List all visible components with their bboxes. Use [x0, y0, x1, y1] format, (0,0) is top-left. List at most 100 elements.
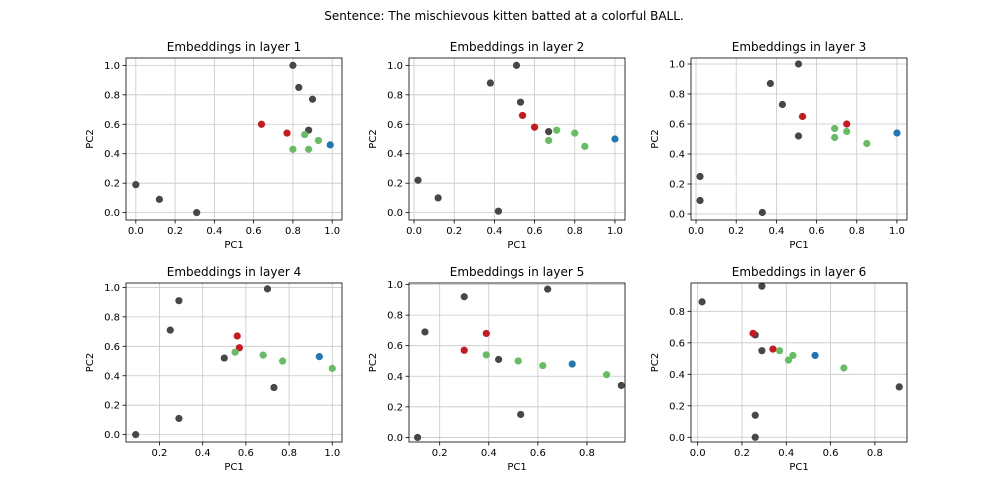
data-point-green — [279, 357, 287, 365]
data-point-dark — [193, 209, 201, 217]
y-tick-label: 0.8 — [104, 90, 120, 101]
data-point-green — [553, 126, 561, 134]
data-point-dark — [220, 354, 228, 362]
data-point-dark — [696, 196, 704, 205]
data-point-red — [460, 346, 468, 354]
x-tick-label: 0.6 — [530, 448, 546, 459]
x-tick-label: 0.6 — [823, 448, 839, 459]
axes-frame — [125, 57, 343, 221]
data-point-dark — [132, 431, 140, 439]
x-tick-label: 0.4 — [206, 226, 222, 237]
panel-title: Embeddings in layer 5 — [450, 265, 584, 279]
x-axis-label: PC1 — [224, 462, 243, 473]
x-axis-label: PC1 — [789, 240, 808, 251]
y-tick-label: 0.4 — [387, 372, 403, 383]
figure-suptitle: Sentence: The mischievous kitten batted … — [324, 9, 683, 23]
x-tick-label: 0.6 — [527, 226, 543, 237]
y-tick-label: 0.0 — [387, 208, 403, 219]
data-point-dark — [794, 60, 803, 68]
y-tick-label: 0.2 — [669, 401, 685, 412]
data-point-red — [530, 123, 539, 131]
scatter-panel-5: 0.2 0.4 0.6 0.8 0.0 0.2 0.4 0.6 0.8 1.0 Embeddings… — [368, 265, 626, 473]
axes-frame — [690, 282, 908, 443]
panel-title: Embeddings in layer 1 — [167, 40, 301, 54]
data-point-dark — [289, 61, 297, 69]
x-tick-label: 1.0 — [324, 448, 340, 459]
x-axis-label: PC1 — [507, 462, 526, 473]
axes-frame — [408, 282, 626, 443]
y-tick-label: 0.2 — [387, 402, 403, 413]
x-axis-label: PC1 — [507, 240, 526, 251]
data-point-red — [257, 120, 266, 128]
x-tick-label: 0.8 — [867, 448, 883, 459]
x-axis-label: PC1 — [789, 462, 808, 473]
data-point-dark — [175, 297, 183, 305]
y-tick-label: 0.8 — [669, 307, 685, 318]
x-tick-label: 0.2 — [728, 226, 744, 237]
y-tick-label: 0.0 — [669, 433, 685, 444]
data-point-blue — [811, 351, 819, 360]
data-point-green — [602, 371, 611, 379]
axes-frame — [690, 57, 908, 221]
data-point-green — [514, 357, 522, 365]
y-tick-label: 0.0 — [104, 430, 120, 441]
data-point-green — [863, 139, 871, 148]
data-point-green — [301, 130, 309, 139]
data-point-dark — [414, 176, 422, 184]
x-tick-label: 0.6 — [246, 226, 262, 237]
data-point-dark — [460, 293, 468, 301]
data-point-dark — [544, 285, 552, 293]
x-tick-label: 0.4 — [778, 448, 794, 459]
x-tick-label: 0.2 — [734, 448, 750, 459]
scatter-panel-3: 0.0 0.2 0.4 0.6 0.8 1.0 0.0 0.2 0.4 0.6 0.8 1.0 Embe… — [650, 40, 908, 251]
y-tick-label: 0.8 — [387, 90, 403, 101]
panel-title: Embeddings in layer 3 — [732, 40, 866, 54]
data-point-dark — [132, 181, 140, 189]
data-point-red — [283, 129, 291, 137]
data-point-blue — [315, 353, 323, 361]
y-axis-label: PC2 — [85, 129, 96, 148]
x-tick-label: 0.2 — [152, 448, 168, 459]
data-point-dark — [512, 61, 521, 69]
data-point-green — [314, 136, 323, 145]
y-tick-label: 0.6 — [387, 120, 403, 131]
data-point-green — [259, 351, 267, 359]
y-tick-label: 0.6 — [669, 338, 685, 349]
data-point-dark — [766, 79, 774, 88]
x-tick-label: 0.4 — [768, 226, 784, 237]
data-point-green — [305, 145, 313, 153]
data-point-dark — [698, 298, 706, 306]
x-axis-label: PC1 — [224, 240, 243, 251]
y-tick-label: 0.6 — [104, 342, 120, 353]
y-tick-label: 0.2 — [387, 179, 403, 190]
data-point-green — [328, 364, 336, 372]
y-tick-label: 0.4 — [387, 149, 403, 160]
x-tick-label: 0.0 — [688, 226, 704, 237]
data-point-green — [843, 127, 851, 136]
y-axis-label: PC2 — [650, 129, 661, 148]
data-point-green — [831, 124, 839, 133]
data-point-dark — [175, 414, 183, 423]
data-point-dark — [794, 132, 803, 140]
x-tick-label: 1.0 — [324, 226, 340, 237]
x-tick-label: 0.8 — [579, 448, 595, 459]
y-tick-label: 0.8 — [387, 311, 403, 322]
y-tick-label: 0.4 — [104, 371, 120, 382]
data-point-dark — [295, 83, 303, 92]
data-point-green — [789, 351, 797, 360]
axes-frame — [408, 57, 626, 221]
data-point-dark — [895, 383, 903, 391]
y-tick-label: 0.2 — [669, 180, 685, 191]
data-point-dark — [696, 172, 704, 181]
x-tick-label: 0.4 — [195, 448, 211, 459]
y-axis-label: PC2 — [368, 353, 379, 372]
scatter-panel-1: 0.0 0.2 0.4 0.6 0.8 1.0 0.0 0.2 0.4 0.6 0.8 1.0 Embe… — [85, 40, 343, 251]
y-tick-label: 0.2 — [104, 401, 120, 412]
data-point-dark — [155, 195, 163, 203]
y-tick-label: 0.4 — [669, 150, 685, 161]
y-tick-label: 0.6 — [104, 120, 120, 131]
y-tick-label: 0.8 — [104, 312, 120, 323]
x-tick-label: 0.2 — [167, 226, 183, 237]
x-tick-label: 1.0 — [607, 226, 623, 237]
